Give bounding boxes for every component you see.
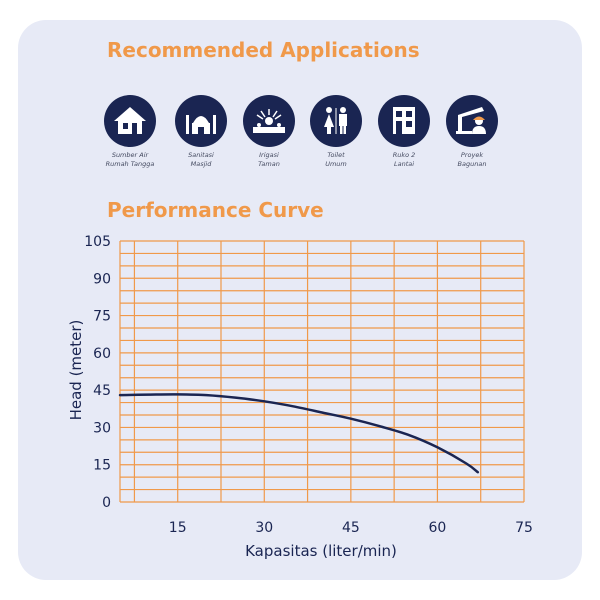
y-tick-label: 30 [93,420,111,436]
house-icon [104,95,156,147]
app-sumber-air: Sumber Air Rumah Tangga [90,95,170,169]
x-axis-label: Kapasitas (liter/min) [245,542,397,560]
y-tick-label: 90 [93,271,111,287]
x-tick-label: 45 [342,520,360,536]
app-label: Ruko 2 Lantai [392,151,416,168]
x-tick-label: 15 [169,520,187,536]
y-tick-label: 15 [93,458,111,474]
performance-curve-title: Performance Curve [107,198,324,222]
garden-sprinkler-icon [243,95,295,147]
app-sanitasi-masjid: Sanitasi Masjid [161,95,241,169]
x-tick-label: 30 [255,520,273,536]
y-tick-label: 0 [102,495,111,511]
public-toilet-icon [310,95,362,147]
y-axis-label: Head (meter) [67,320,85,421]
mosque-icon [175,95,227,147]
y-tick-label: 45 [93,383,111,399]
app-label: Proyek Bagunan [457,151,487,168]
y-tick-label: 75 [93,309,111,325]
x-tick-label: 75 [515,520,533,536]
app-ruko-2-lantai: Ruko 2 Lantai [364,95,444,169]
app-label: Sanitasi Masjid [188,151,214,168]
app-label: Sumber Air Rumah Tangga [105,151,155,168]
chart-grid [119,240,525,503]
app-irigasi-taman: Irigasi Taman [229,95,309,169]
app-proyek-bagunan: Proyek Bagunan [432,95,512,169]
y-tick-label: 60 [93,346,111,362]
x-tick-label: 60 [429,520,447,536]
shophouse-icon [378,95,430,147]
construction-icon [446,95,498,147]
app-toilet-umum: Toilet Umum [296,95,376,169]
x-tick-labels: 15 30 45 60 75 [169,520,533,536]
y-tick-labels: 0 15 30 45 60 75 90 105 [84,234,111,511]
app-label: Toilet Umum [325,151,347,168]
recommended-applications-title: Recommended Applications [107,38,420,62]
y-tick-label: 105 [84,234,111,250]
performance-curve-line [118,393,480,474]
app-label: Irigasi Taman [258,151,280,168]
